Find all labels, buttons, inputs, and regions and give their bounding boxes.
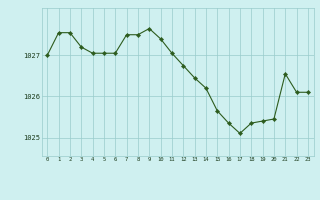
Text: Graphe pression niveau de la mer (hPa): Graphe pression niveau de la mer (hPa) — [72, 184, 248, 193]
